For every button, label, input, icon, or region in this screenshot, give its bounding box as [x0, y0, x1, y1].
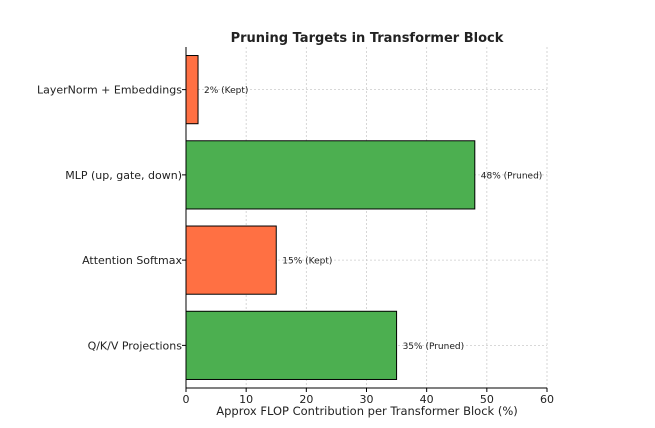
category-tick-label: MLP (up, gate, down)	[65, 169, 182, 182]
bar-data-label: 15% (Kept)	[282, 257, 332, 267]
chart-title: Pruning Targets in Transformer Block	[231, 31, 504, 46]
x-tick-label: 40	[420, 393, 434, 406]
bars	[185, 55, 476, 380]
bar	[185, 225, 277, 295]
bar	[185, 140, 476, 210]
x-tick-label: 0	[183, 393, 190, 406]
category-tick-label: LayerNorm + Embeddings	[37, 84, 182, 97]
bar	[185, 55, 199, 125]
bar-data-label: 35% (Pruned)	[403, 342, 465, 352]
x-axis-label: Approx FLOP Contribution per Transformer…	[216, 404, 517, 418]
category-tick-label: Attention Softmax	[82, 254, 182, 267]
category-tick-label: Q/K/V Projections	[88, 339, 183, 352]
x-tick-label: 30	[360, 393, 374, 406]
bar-data-label: 48% (Pruned)	[481, 171, 543, 181]
axes	[182, 47, 548, 392]
x-tick-label: 60	[540, 393, 554, 406]
x-tick-label: 10	[239, 393, 253, 406]
bar-data-label: 2% (Kept)	[204, 86, 248, 96]
x-tick-label: 50	[480, 393, 494, 406]
labels: 2% (Kept) LayerNorm + Embeddings 48% (Prun…	[37, 84, 554, 406]
x-tick-label: 20	[299, 393, 313, 406]
bar	[185, 310, 398, 380]
